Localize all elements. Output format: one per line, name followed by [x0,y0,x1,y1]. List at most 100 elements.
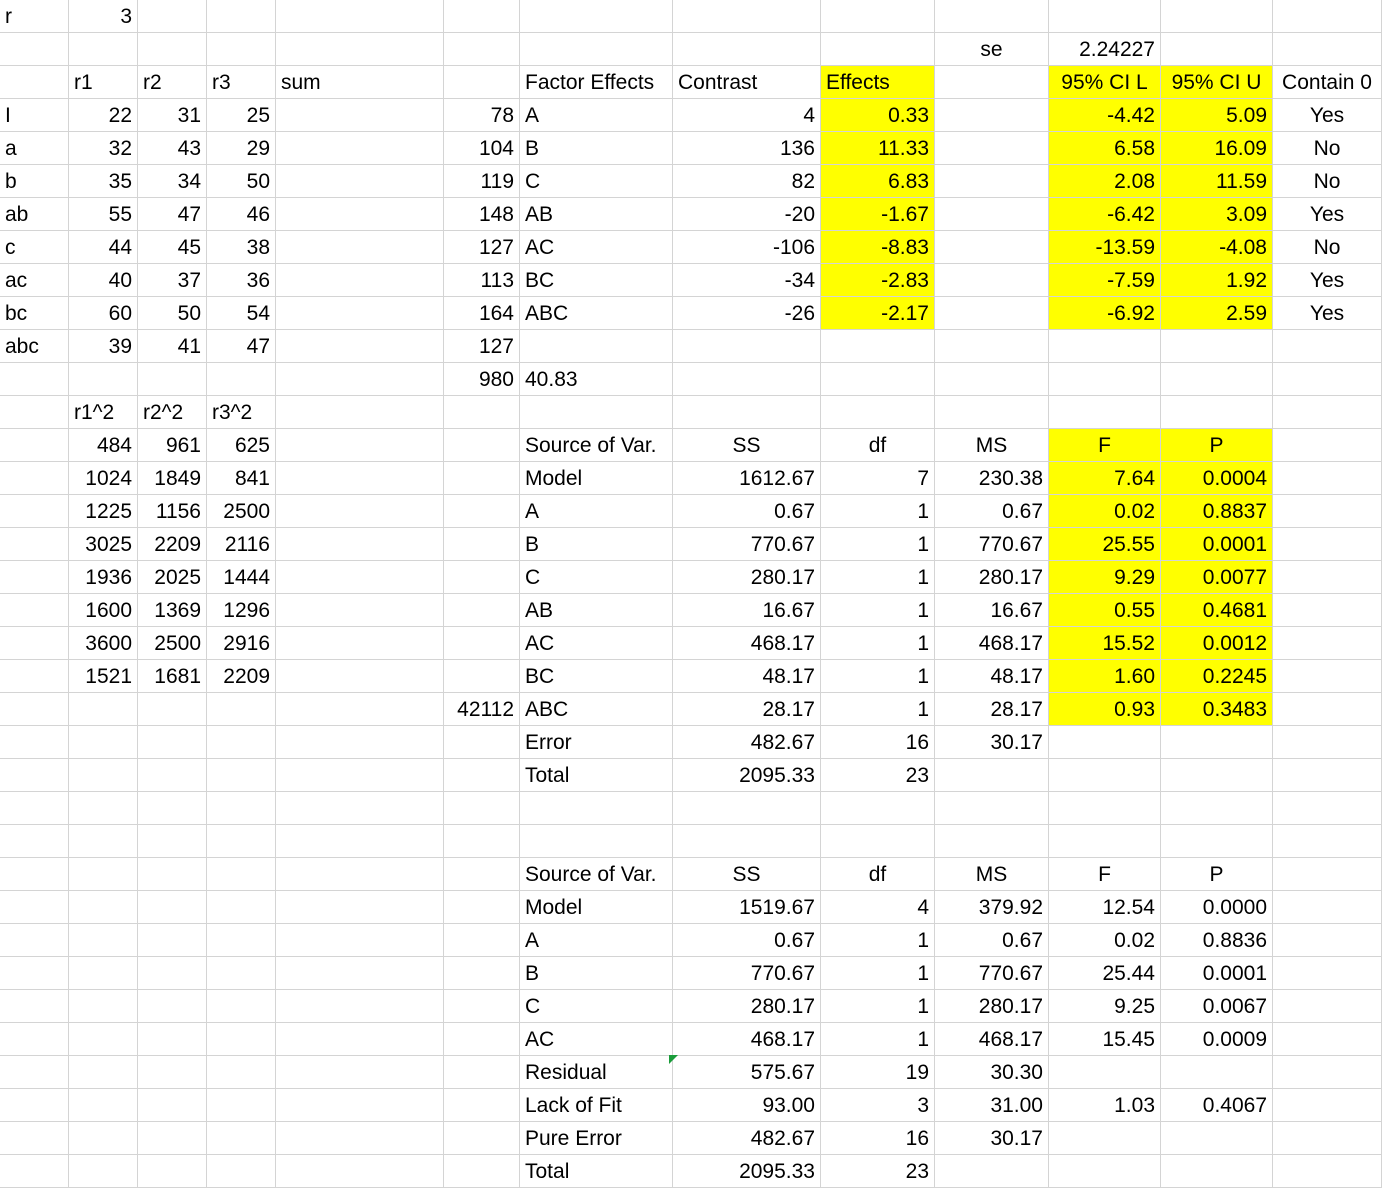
empty-cell[interactable] [0,627,69,660]
anova-f-value[interactable]: 15.45 [1049,1023,1161,1056]
empty-cell[interactable] [1273,0,1382,33]
empty-cell[interactable] [69,891,138,924]
anova-ss-value[interactable]: 280.17 [673,990,821,1023]
anova-df-value[interactable]: 1 [821,561,935,594]
empty-cell[interactable] [520,33,673,66]
empty-cell[interactable] [1049,396,1161,429]
contains-zero-value[interactable]: No [1273,132,1382,165]
factor-name[interactable]: AC [520,231,673,264]
anova-df-value[interactable]: 1 [821,660,935,693]
empty-cell[interactable] [207,825,276,858]
empty-cell[interactable] [1273,660,1382,693]
empty-cell[interactable] [673,396,821,429]
empty-cell[interactable] [69,957,138,990]
empty-cell[interactable] [69,726,138,759]
empty-cell[interactable] [444,396,520,429]
empty-cell[interactable] [276,363,444,396]
empty-cell[interactable] [1273,396,1382,429]
empty-cell[interactable] [276,528,444,561]
anova-p-value[interactable]: 0.8837 [1161,495,1273,528]
anova-header[interactable]: Source of Var. [520,858,673,891]
empty-cell[interactable] [935,66,1049,99]
anova-p-value[interactable]: 0.3483 [1161,693,1273,726]
anova-p-value[interactable] [1161,759,1273,792]
empty-cell[interactable] [935,396,1049,429]
anova-p-value[interactable] [1161,726,1273,759]
contrast-value[interactable]: 82 [673,165,821,198]
empty-cell[interactable] [444,660,520,693]
empty-cell[interactable] [1273,726,1382,759]
replicate-value[interactable]: 22 [69,99,138,132]
squared-value[interactable]: 2116 [207,528,276,561]
squared-value[interactable]: 2500 [207,495,276,528]
anova-p-value[interactable]: 0.4681 [1161,594,1273,627]
column-header-r2[interactable]: r2 [138,66,207,99]
empty-cell[interactable] [444,1089,520,1122]
sum-of-squares-total[interactable]: 42112 [444,693,520,726]
anova-ms-value[interactable]: 48.17 [935,660,1049,693]
anova-p-value[interactable]: 0.4067 [1161,1089,1273,1122]
empty-cell[interactable] [935,198,1049,231]
anova-f-value[interactable]: 0.02 [1049,924,1161,957]
contrast-value[interactable]: -20 [673,198,821,231]
empty-cell[interactable] [276,1089,444,1122]
contains-zero-value[interactable]: Yes [1273,297,1382,330]
treatment-sum[interactable]: 78 [444,99,520,132]
empty-cell[interactable] [1273,561,1382,594]
factor-name[interactable]: A [520,99,673,132]
anova-ms-value[interactable]: 770.67 [935,957,1049,990]
anova-source-value[interactable]: C [520,990,673,1023]
empty-cell[interactable] [520,792,673,825]
empty-cell[interactable] [1273,759,1382,792]
contrast-value[interactable]: -106 [673,231,821,264]
empty-cell[interactable] [138,363,207,396]
anova-source-value[interactable]: A [520,495,673,528]
empty-cell[interactable] [276,330,444,363]
empty-cell[interactable] [207,0,276,33]
treatment-label[interactable]: ac [0,264,69,297]
anova-ms-value[interactable]: 468.17 [935,627,1049,660]
empty-cell[interactable] [1161,330,1273,363]
anova-p-value[interactable]: 0.8836 [1161,924,1273,957]
empty-cell[interactable] [444,495,520,528]
grand-mean[interactable]: 40.83 [520,363,673,396]
ci-upper-value[interactable]: 16.09 [1161,132,1273,165]
empty-cell[interactable] [0,363,69,396]
squared-value[interactable]: 1849 [138,462,207,495]
anova-p-value[interactable]: 0.0012 [1161,627,1273,660]
anova-df-value[interactable]: 7 [821,462,935,495]
empty-cell[interactable] [1273,825,1382,858]
empty-cell[interactable] [1273,891,1382,924]
empty-cell[interactable] [935,792,1049,825]
anova-ms-value[interactable]: 280.17 [935,561,1049,594]
replicate-value[interactable]: 29 [207,132,276,165]
anova-source-value[interactable]: C [520,561,673,594]
anova-source-value[interactable]: AC [520,627,673,660]
empty-cell[interactable] [207,957,276,990]
empty-cell[interactable] [444,957,520,990]
empty-cell[interactable] [276,1023,444,1056]
empty-cell[interactable] [276,231,444,264]
replicate-value[interactable]: 34 [138,165,207,198]
anova-ms-value[interactable] [935,759,1049,792]
empty-cell[interactable] [276,297,444,330]
empty-cell[interactable] [0,1155,69,1188]
empty-cell[interactable] [0,1089,69,1122]
anova-p-value[interactable]: 0.0001 [1161,528,1273,561]
ci-upper-value[interactable]: 5.09 [1161,99,1273,132]
contrast-value[interactable]: -34 [673,264,821,297]
anova-ss-value[interactable]: 770.67 [673,528,821,561]
empty-cell[interactable] [1273,1056,1382,1089]
anova-source-value[interactable]: B [520,528,673,561]
empty-cell[interactable] [0,528,69,561]
anova-f-value[interactable] [1049,1155,1161,1188]
ci-upper-value[interactable]: 11.59 [1161,165,1273,198]
empty-cell[interactable] [1161,792,1273,825]
replicate-value[interactable]: 60 [69,297,138,330]
effects-header[interactable]: Contain 0 [1273,66,1382,99]
anova-source-value[interactable]: ABC [520,693,673,726]
anova-ss-value[interactable]: 0.67 [673,924,821,957]
empty-cell[interactable] [673,0,821,33]
squared-value[interactable]: 1521 [69,660,138,693]
empty-cell[interactable] [138,1089,207,1122]
